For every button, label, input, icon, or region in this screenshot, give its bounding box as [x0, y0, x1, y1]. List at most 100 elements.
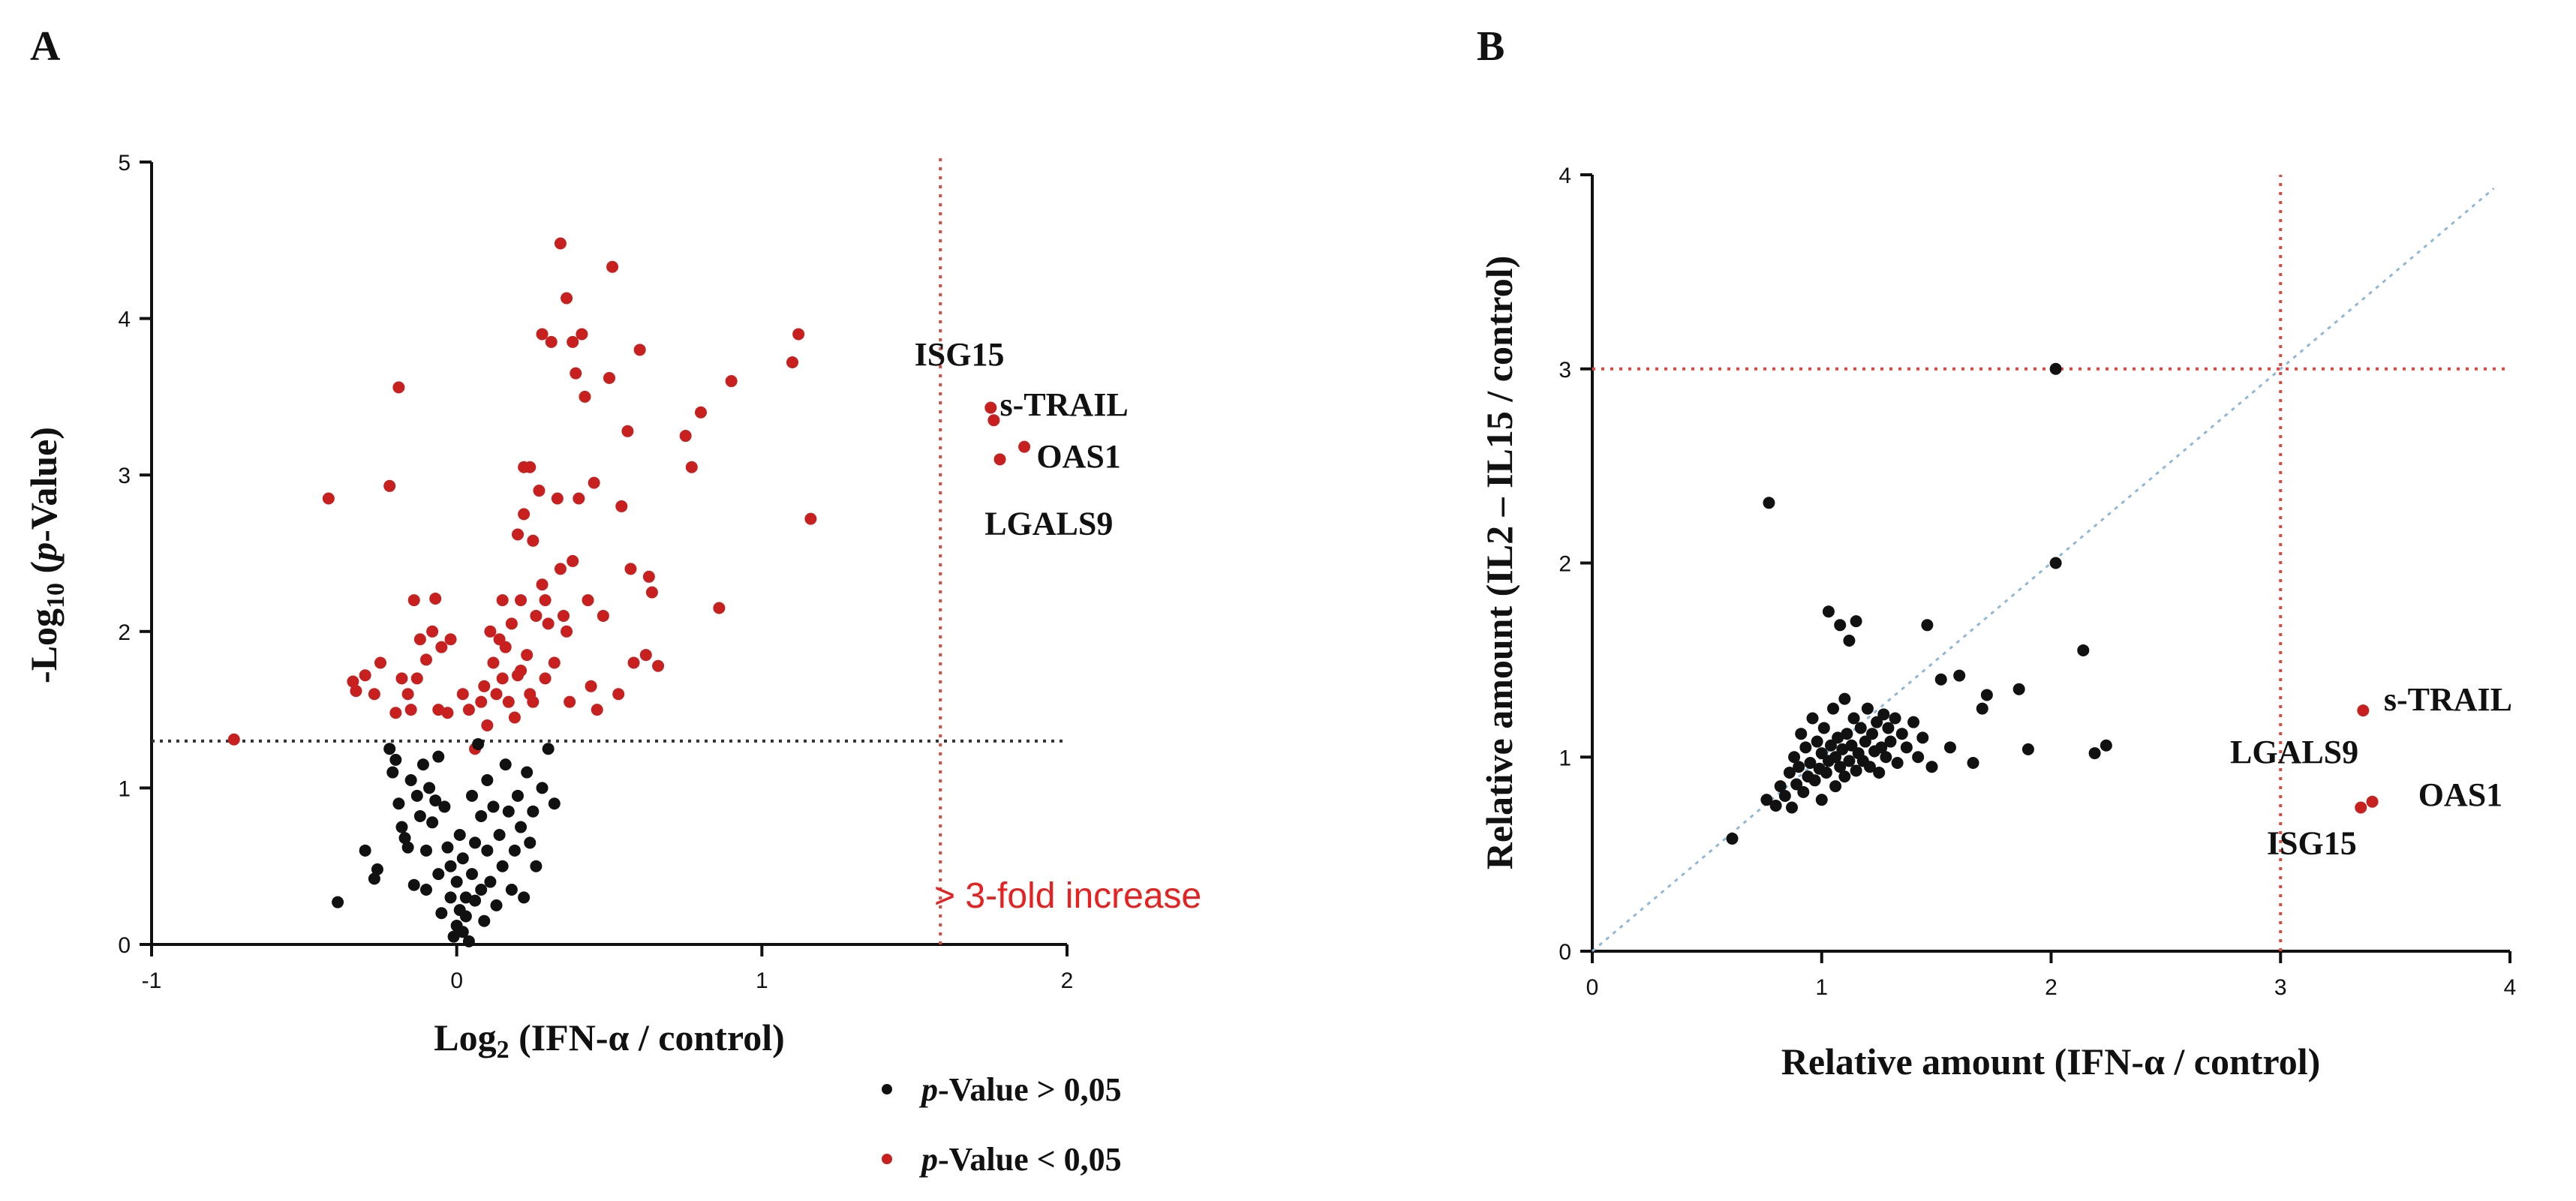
nonsignificant-point	[1822, 605, 1835, 618]
nonsignificant-point	[481, 773, 494, 786]
significant-point	[548, 656, 561, 669]
identity-line	[1592, 187, 2495, 953]
nonsignificant-point	[1891, 757, 1904, 770]
significant-point	[576, 328, 588, 341]
x-tick-label: 2	[2045, 975, 2057, 1000]
y-tick-label: 2	[1559, 552, 1571, 577]
nonsignificant-point	[1790, 778, 1803, 791]
nonsignificant-point	[371, 863, 383, 875]
nonsignificant-point	[407, 878, 420, 891]
nonsignificant-point	[1808, 774, 1821, 787]
significant-point	[573, 492, 585, 505]
nonsignificant-point	[444, 860, 457, 872]
nonsignificant-point	[453, 828, 466, 841]
nonsignificant-point	[1760, 794, 1773, 806]
nonsignificant-point	[1827, 702, 1840, 715]
nonsignificant-point	[1907, 716, 1920, 728]
significant-point	[533, 485, 546, 497]
significant-point	[496, 672, 509, 685]
nonsignificant-point	[484, 875, 497, 888]
nonsignificant-point	[1804, 757, 1817, 770]
significant-point	[987, 414, 1000, 427]
nonsignificant-point	[462, 935, 475, 947]
nonsignificant-point	[1880, 751, 1892, 764]
nonsignificant-point	[1895, 728, 1908, 740]
nonsignificant-point	[1788, 751, 1801, 764]
significant-point	[570, 367, 582, 380]
nonsignificant-point	[548, 797, 561, 810]
nonsignificant-point	[332, 896, 344, 908]
significant-point	[527, 695, 540, 708]
significant-point	[603, 371, 615, 384]
significant-point	[579, 390, 591, 403]
significant-point	[2357, 704, 2370, 717]
nonsignificant-point	[456, 852, 469, 865]
nonsignificant-point	[499, 758, 512, 771]
nonsignificant-point	[1793, 761, 1805, 773]
significant-point	[639, 649, 652, 662]
significant-point	[642, 570, 655, 583]
nonsignificant-point	[1943, 741, 1956, 754]
significant-point	[621, 425, 634, 437]
x-tick-label: 4	[2504, 975, 2517, 1000]
y-tick-label: 2	[118, 620, 131, 645]
significant-point	[786, 356, 798, 369]
nonsignificant-point	[1882, 722, 1895, 734]
nonsignificant-point	[1843, 635, 1856, 647]
significant-point	[615, 500, 628, 512]
nonsignificant-point	[2088, 747, 2101, 760]
nonsignificant-point	[1829, 780, 1842, 793]
significant-point	[551, 492, 564, 505]
nonsignificant-point	[1783, 766, 1796, 779]
x-tick-label: 1	[1815, 975, 1828, 1000]
nonsignificant-point	[490, 899, 503, 911]
significant-point	[410, 672, 423, 685]
legend-marker-ns	[882, 1084, 892, 1094]
data-points	[1726, 362, 2379, 845]
y-tick-label: 3	[118, 464, 131, 488]
nonsignificant-point	[368, 872, 380, 885]
nonsignificant-point	[383, 743, 396, 755]
significant-point	[633, 344, 646, 356]
nonsignificant-point	[359, 844, 371, 857]
significant-point	[496, 594, 509, 607]
nonsignificant-point	[493, 828, 506, 841]
significant-point	[456, 688, 469, 701]
legend-marker-sig	[882, 1154, 892, 1164]
significant-point	[389, 707, 402, 719]
nonsignificant-point	[423, 782, 436, 794]
significant-point	[582, 594, 594, 607]
significant-point	[554, 563, 567, 575]
nonsignificant-point	[459, 910, 472, 923]
panel-letter-a: A	[30, 23, 61, 70]
x-tick-label: -1	[142, 968, 162, 993]
y-tick-label: 0	[118, 933, 131, 958]
data-points	[227, 237, 1031, 947]
nonsignificant-point	[1838, 770, 1851, 783]
nonsignificant-point	[1774, 780, 1787, 793]
nonsignificant-point	[426, 816, 439, 829]
y-tick-label: 4	[1559, 164, 1571, 188]
legend-label-sig: p-Value < 0,05	[918, 1141, 1122, 1178]
y-ticks: 0 1 2 3 4	[1559, 164, 1592, 965]
significant-point	[539, 672, 552, 685]
fold-increase-annotation: > 3-fold increase	[934, 876, 1201, 916]
nonsignificant-point	[2100, 739, 2112, 752]
significant-point	[585, 680, 597, 692]
significant-point	[539, 594, 552, 607]
nonsignificant-point	[1866, 728, 1879, 740]
significant-point	[725, 375, 738, 388]
nonsignificant-point	[542, 743, 555, 755]
significant-point	[347, 675, 359, 688]
nonsignificant-point	[1815, 747, 1828, 760]
gene-label: LGALS9	[2230, 734, 2358, 770]
nonsignificant-point	[432, 750, 445, 763]
nonsignificant-point	[1875, 741, 1888, 754]
y-axis-title: -Log10 (p-Value)	[23, 427, 70, 683]
nonsignificant-point	[524, 836, 537, 849]
nonsignificant-point	[1854, 722, 1867, 734]
nonsignificant-point	[1934, 673, 1947, 686]
nonsignificant-point	[1795, 728, 1808, 740]
nonsignificant-point	[505, 883, 518, 896]
